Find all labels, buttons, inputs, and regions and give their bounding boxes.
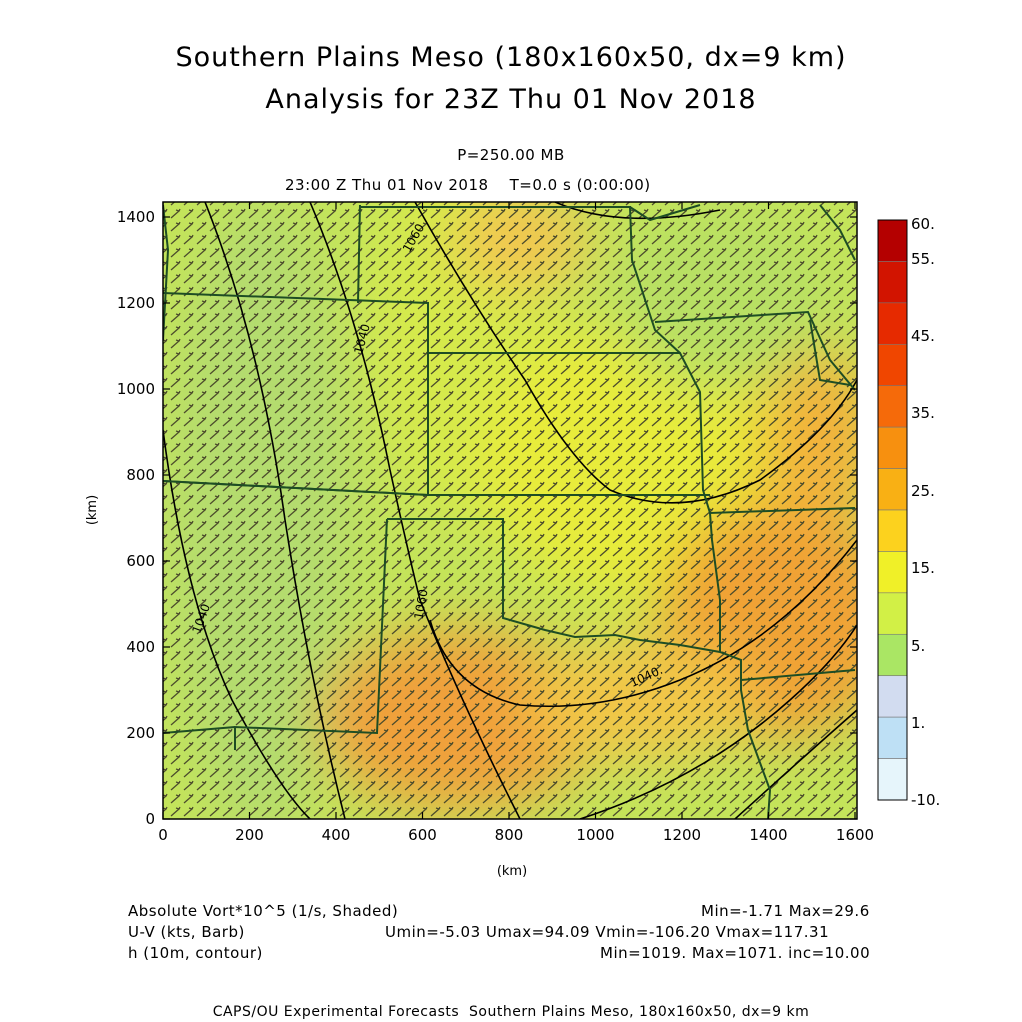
colorbar-swatch xyxy=(877,261,908,304)
vorticity-shading xyxy=(163,202,857,819)
state-border xyxy=(163,480,710,496)
colorbar-swatch xyxy=(877,426,908,469)
colorbar-swatch xyxy=(877,219,908,262)
height-contour-line xyxy=(734,709,857,819)
state-border xyxy=(740,669,856,681)
height-contour-line xyxy=(429,539,857,708)
height-contours xyxy=(163,202,857,819)
state-borders xyxy=(163,204,856,819)
height-contour-line xyxy=(309,202,521,819)
x-tick-label: 800 xyxy=(495,826,524,844)
chart-subtitle: Analysis for 23Z Thu 01 Nov 2018 xyxy=(265,84,757,115)
colorbar-label: 15. xyxy=(911,559,935,577)
y-tick-label: 600 xyxy=(126,552,155,570)
colorbar-swatch xyxy=(877,343,908,387)
colorbar-swatch xyxy=(877,716,908,759)
colorbar-swatch xyxy=(877,758,908,801)
y-tick-label: 200 xyxy=(126,724,155,742)
colorbar-label: 60. xyxy=(911,215,935,233)
contour-label: 1060 xyxy=(412,588,431,621)
height-contour-line xyxy=(579,624,857,819)
colorbar-swatch xyxy=(877,509,908,552)
colorbar-swatch xyxy=(877,633,908,677)
plot-frame xyxy=(162,201,858,820)
x-axis-label: (km) xyxy=(497,864,527,879)
colorbar-swatch xyxy=(877,551,908,594)
colorbar-swatch xyxy=(877,302,908,345)
y-tick-label: 1400 xyxy=(117,208,155,226)
colorbar-label: -10. xyxy=(911,791,940,809)
state-border xyxy=(234,518,388,750)
x-tick-label: 1400 xyxy=(749,826,787,844)
wind-legend-label: U-V (kts, Barb) xyxy=(128,923,245,941)
colorbar: 60. 55. 45. 35. 25. 15. 5. 1. -10. xyxy=(877,215,940,809)
state-border xyxy=(654,310,856,391)
colorbar-swatch xyxy=(877,385,908,428)
state-border xyxy=(809,319,851,386)
x-tick-label: 0 xyxy=(158,826,168,844)
height-legend-stats: Min=1019. Max=1071. inc=10.00 xyxy=(600,944,871,962)
colorbar-label: 35. xyxy=(911,404,935,422)
axes: 0 200 400 600 800 1000 1200 1400 1600 0 200 400 600 8… xyxy=(85,202,874,879)
height-contour-line xyxy=(163,429,311,819)
colorbar-swatch xyxy=(877,592,908,635)
footer-credit: CAPS/OU Experimental Forecasts Southern … xyxy=(212,1004,810,1020)
y-tick-label: 1000 xyxy=(117,380,155,398)
height-contour-line xyxy=(204,202,346,819)
colorbar-label: 25. xyxy=(911,482,935,500)
height-legend-label: h (10m, contour) xyxy=(128,944,263,962)
x-tick-label: 1600 xyxy=(836,826,874,844)
colorbar-label: 55. xyxy=(911,250,935,268)
valid-time-label: 23:00 Z Thu 01 Nov 2018 T=0.0 s (0:00:00… xyxy=(285,176,651,194)
chart-title: Southern Plains Meso (180x160x50, dx=9 k… xyxy=(175,42,847,73)
state-border xyxy=(428,352,856,515)
wind-legend-stats: Umin=-5.03 Umax=94.09 Vmin=-106.20 Vmax=… xyxy=(385,923,830,941)
state-border xyxy=(629,204,856,261)
state-border xyxy=(163,726,236,734)
y-tick-label: 0 xyxy=(145,810,155,828)
pressure-level-label: P=250.00 MB xyxy=(457,146,565,164)
y-axis-label: (km) xyxy=(85,495,100,525)
y-tick-label: 400 xyxy=(126,638,155,656)
colorbar-frame xyxy=(877,219,908,801)
state-border xyxy=(709,512,721,652)
x-tick-label: 400 xyxy=(322,826,351,844)
y-tick-label: 1200 xyxy=(117,294,155,312)
colorbar-label: 5. xyxy=(911,637,925,655)
x-tick-label: 1200 xyxy=(663,826,701,844)
vorticity-legend-label: Absolute Vort*10^5 (1/s, Shaded) xyxy=(128,902,399,920)
colorbar-label: 1. xyxy=(911,714,925,732)
colorbar-swatch xyxy=(877,468,908,511)
height-contour-line xyxy=(414,202,857,504)
state-border xyxy=(357,204,681,354)
state-border xyxy=(163,204,170,341)
y-tick-label: 800 xyxy=(126,466,155,484)
x-tick-label: 1000 xyxy=(576,826,614,844)
colorbar-label: 45. xyxy=(911,327,935,345)
colorbar-swatch xyxy=(877,675,908,718)
state-border xyxy=(387,518,772,819)
x-tick-label: 200 xyxy=(235,826,264,844)
x-tick-label: 600 xyxy=(408,826,437,844)
vorticity-legend-stats: Min=-1.71 Max=29.6 xyxy=(701,902,870,920)
